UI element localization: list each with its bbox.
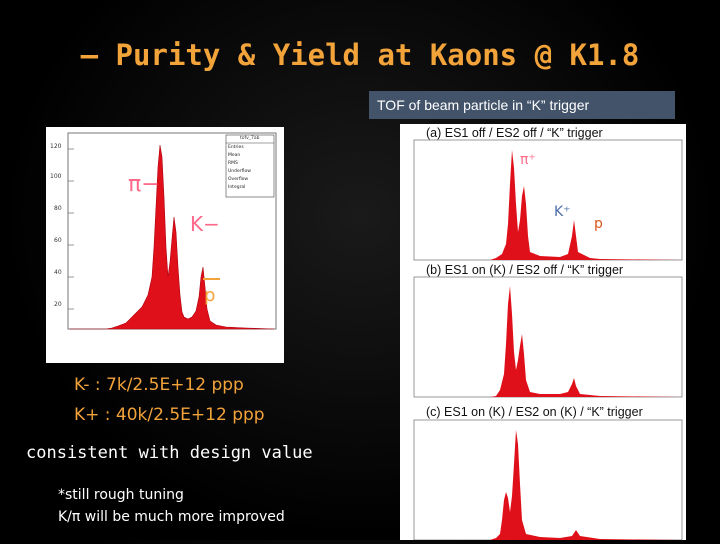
k-minus-label: K− — [190, 212, 220, 236]
k-plus-label: K⁺ — [554, 204, 571, 220]
y-tick-label-0: 120 — [50, 143, 62, 150]
panel-a-header: (a) ES1 off / ES2 off / “K” trigger — [426, 126, 603, 140]
y-tick-label-1: 100 — [50, 173, 62, 180]
stats-row: Overflow — [228, 177, 249, 182]
stats-row: RMS — [228, 161, 238, 166]
left-histogram-svg — [67, 132, 277, 330]
panel-a-condition: ES1/ES2 OFF — [422, 149, 512, 165]
y-tick-label-3: 60 — [54, 237, 62, 244]
y-tick-label-4: 40 — [54, 269, 62, 276]
yield-k-minus: K- : 7k/2.5E+12 ppp — [74, 375, 244, 395]
stats-title: tofv_7ab — [240, 136, 260, 141]
right-histogram-stack: (a) ES1 off / ES2 off / “K” trigger (b) … — [400, 124, 686, 541]
footnote-line2: K/π will be much more improved — [58, 509, 285, 525]
stats-row: Integral — [228, 185, 246, 190]
pbar-overline — [203, 278, 220, 280]
panel-b-condition-line2: ES2 OFF — [424, 308, 483, 324]
non-biased-note-line1: 8% in non- — [596, 477, 661, 491]
panel-b-condition-line1: ES1 ON — [424, 290, 477, 306]
panel-b-condition: ES1 ON ES2 OFF — [424, 289, 482, 325]
stats-rows: Entries Mean RMS Underflow Overflow Inte… — [228, 144, 251, 192]
left-histogram: 120 100 80 60 40 20 tofv_7ab Entries Mea… — [46, 127, 284, 363]
non-biased-note: 8% in non- biased trigger — [596, 476, 680, 510]
pbar-label: p — [204, 285, 216, 306]
panel-b-percent: 38.5% — [612, 300, 655, 316]
y-tick-label-2: 80 — [54, 205, 62, 212]
left-histogram-area — [70, 144, 275, 330]
conclusion: consistent with design value — [26, 443, 313, 463]
p-label: p — [594, 216, 603, 232]
tof-label: TOF of beam particle in “K” trigger — [369, 91, 675, 119]
footnote-line1: *still rough tuning — [58, 487, 184, 503]
panel-a-percent: 20.5% — [610, 162, 653, 178]
panel-c-percent: 83.4% — [613, 433, 656, 449]
panel-c-header: (c) ES1 on (K) / ES2 on (K) / “K” trigge… — [426, 405, 643, 419]
panel-c-condition: ES1/ES2 ON — [424, 430, 508, 446]
stats-row: Mean — [228, 153, 241, 158]
pi-plus-label: π⁺ — [520, 152, 536, 168]
y-tick-label-5: 20 — [54, 301, 62, 308]
pi-minus-label: π− — [128, 172, 160, 197]
slide-title: – Purity & Yield at Kaons @ K1.8 — [80, 38, 640, 72]
panel-b-header: (b) ES1 on (K) / ES2 off / “K” trigger — [426, 263, 624, 277]
stats-row: Underflow — [228, 169, 251, 174]
stats-box — [225, 134, 275, 198]
stats-row: Entries — [228, 145, 244, 150]
non-biased-note-line2: biased trigger — [596, 494, 680, 508]
yield-k-plus: K+ : 40k/2.5E+12 ppp — [74, 405, 265, 425]
footnote: *still rough tuning K/π will be much mor… — [58, 484, 285, 528]
yields: K- : 7k/2.5E+12 ppp K+ : 40k/2.5E+12 ppp — [74, 370, 265, 430]
